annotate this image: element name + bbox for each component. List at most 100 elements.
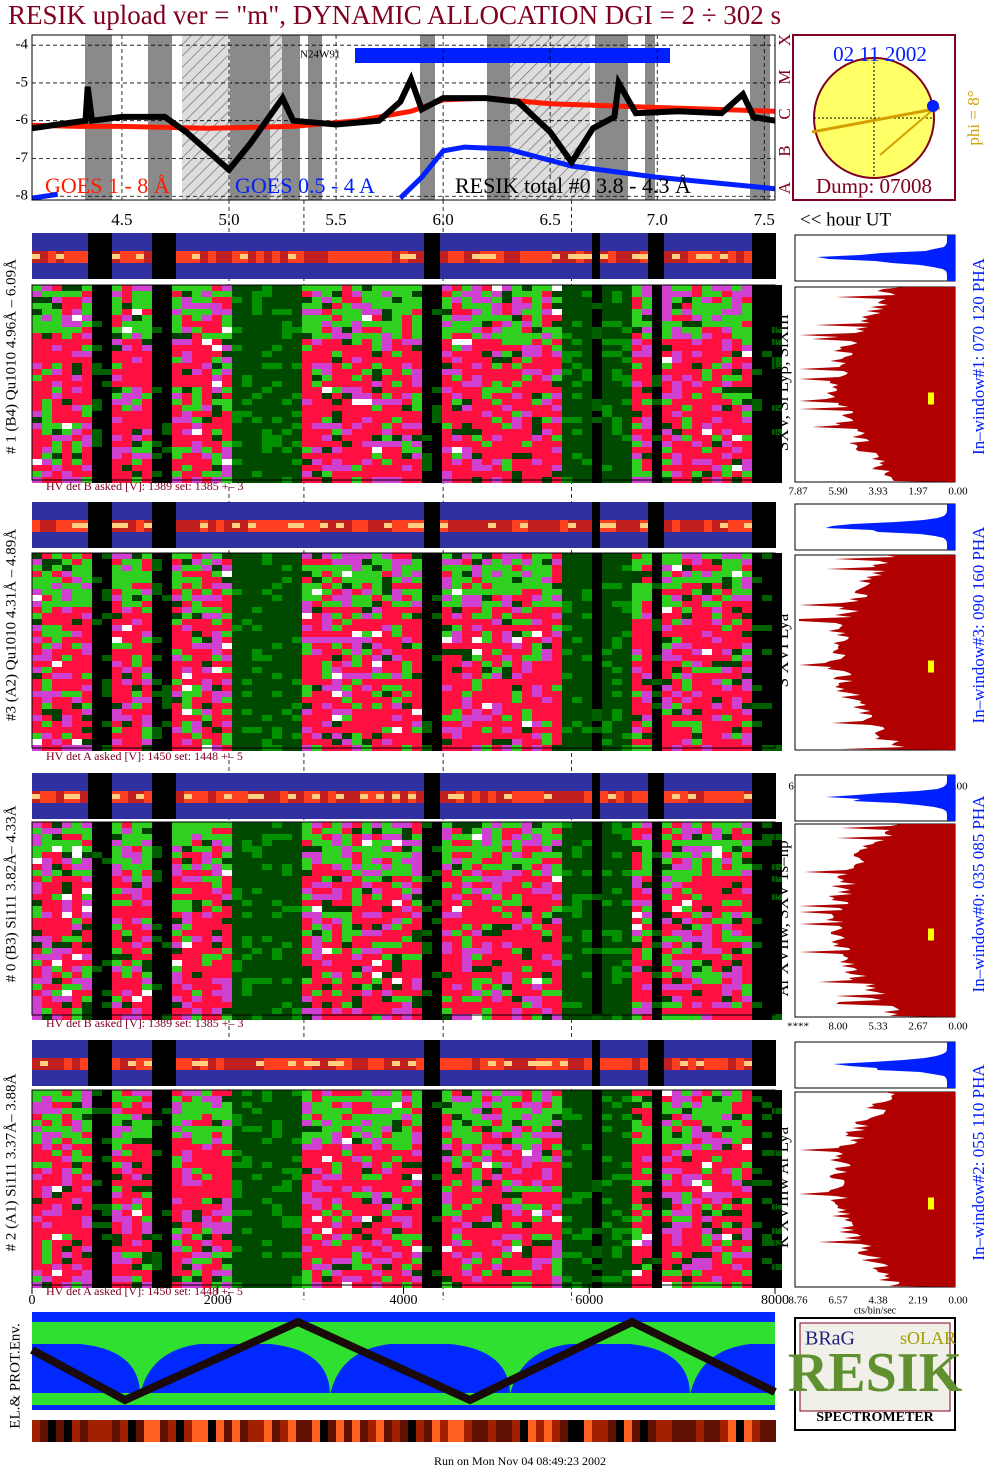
heatmap-cell xyxy=(62,381,72,387)
heatmap-cell xyxy=(302,553,312,559)
heatmap-cell xyxy=(472,559,482,565)
heatmap-cell xyxy=(342,303,352,309)
heatmap-cell xyxy=(622,565,632,571)
heatmap-cell xyxy=(532,721,542,727)
heatmap-cell xyxy=(632,619,642,625)
heatmap-cell xyxy=(482,399,492,405)
heatmap-cell xyxy=(632,345,642,351)
heatmap-cell xyxy=(302,709,312,715)
heatmap-cell xyxy=(82,733,92,739)
heatmap-cell xyxy=(52,673,62,679)
heatmap-cell xyxy=(122,417,132,423)
heatmap-cell xyxy=(642,613,652,619)
heatmap-cell xyxy=(102,351,112,357)
heatmap-cell xyxy=(382,577,392,583)
heatmap-cell xyxy=(442,643,452,649)
heatmap-cell xyxy=(342,447,352,453)
heatmap-cell xyxy=(532,709,542,715)
heatmap-cell xyxy=(392,351,402,357)
heatmap-cell xyxy=(92,381,102,387)
heatmap-cell xyxy=(272,381,282,387)
heatmap-cell xyxy=(352,727,362,733)
heatmap-cell xyxy=(542,453,552,459)
heatmap-cell xyxy=(652,553,662,559)
heatmap-cell xyxy=(302,387,312,393)
heatmap-cell xyxy=(432,697,442,703)
heatmap-cell xyxy=(172,583,182,589)
heatmap-cell xyxy=(622,631,632,637)
heatmap-cell xyxy=(262,297,272,303)
heatmap-cell xyxy=(542,607,552,613)
heatmap-cell xyxy=(462,297,472,303)
heatmap-cell xyxy=(512,333,522,339)
heatmap-cell xyxy=(112,571,122,577)
heatmap-cell xyxy=(152,303,162,309)
heatmap-cell xyxy=(482,625,492,631)
heatmap-cell xyxy=(132,607,142,613)
heatmap-cell xyxy=(32,739,42,745)
heatmap-cell xyxy=(222,405,232,411)
heatmap-cell xyxy=(142,459,152,465)
heatmap-cell xyxy=(502,393,512,399)
heatmap-cell xyxy=(192,733,202,739)
heatmap-cell xyxy=(92,453,102,459)
heatmap-cell xyxy=(542,715,552,721)
heatmap-cell xyxy=(202,565,212,571)
heatmap-cell xyxy=(32,721,42,727)
heatmap-cell xyxy=(472,363,482,369)
heatmap-cell xyxy=(72,405,82,411)
heatmap-cell xyxy=(242,399,252,405)
heatmap-cell xyxy=(592,703,602,709)
heatmap-cell xyxy=(202,393,212,399)
heatmap-cell xyxy=(512,327,522,333)
strip-cell xyxy=(200,251,208,263)
strip-cell xyxy=(648,502,656,548)
heatmap-cell xyxy=(252,571,262,577)
heatmap-cell xyxy=(772,441,782,447)
heatmap-cell xyxy=(602,727,612,733)
heatmap-cell xyxy=(472,327,482,333)
heatmap-cell xyxy=(452,297,462,303)
heatmap-cell xyxy=(212,309,222,315)
heatmap-cell xyxy=(692,399,702,405)
heatmap-cell xyxy=(492,405,502,411)
heatmap-cell xyxy=(512,357,522,363)
heatmap-cell xyxy=(722,381,732,387)
heatmap-cell xyxy=(502,333,512,339)
heatmap-cell xyxy=(672,381,682,387)
heatmap-cell xyxy=(42,619,52,625)
heatmap-cell xyxy=(612,685,622,691)
heatmap-cell xyxy=(302,291,312,297)
heatmap-cell xyxy=(602,715,612,721)
heatmap-cell xyxy=(52,423,62,429)
heatmap-cell xyxy=(632,351,642,357)
heatmap-cell xyxy=(612,589,622,595)
heatmap-cell xyxy=(572,327,582,333)
heatmap-cell xyxy=(152,595,162,601)
heatmap-cell xyxy=(352,393,362,399)
heatmap-cell xyxy=(472,297,482,303)
heatmap-cell xyxy=(142,315,152,321)
heatmap-cell xyxy=(242,577,252,583)
heatmap-cell xyxy=(152,709,162,715)
heatmap-cell xyxy=(172,471,182,477)
heatmap-cell xyxy=(172,625,182,631)
heatmap-cell xyxy=(482,697,492,703)
heatmap-cell xyxy=(292,571,302,577)
heatmap-cell xyxy=(352,571,362,577)
heatmap-cell xyxy=(132,589,142,595)
heatmap-cell xyxy=(732,369,742,375)
heatmap-cell xyxy=(692,625,702,631)
heatmap-cell xyxy=(622,321,632,327)
heatmap-cell xyxy=(162,553,172,559)
strip-cell xyxy=(128,520,136,532)
heatmap-cell xyxy=(622,327,632,333)
heatmap-cell xyxy=(112,405,122,411)
heatmap-cell xyxy=(602,631,612,637)
strip-cell xyxy=(152,233,160,279)
heatmap-cell xyxy=(632,315,642,321)
heatmap-cell xyxy=(282,691,292,697)
heatmap-cell xyxy=(482,465,492,471)
heatmap-cell xyxy=(572,465,582,471)
heatmap-cell xyxy=(322,637,332,643)
